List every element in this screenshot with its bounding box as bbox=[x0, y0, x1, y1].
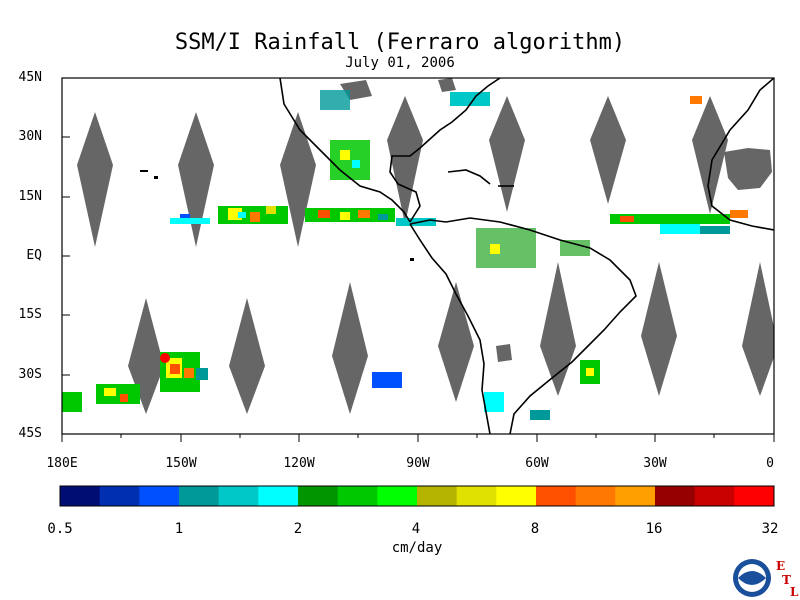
colorbar-swatch bbox=[575, 486, 616, 506]
land-rain-patches bbox=[340, 78, 772, 362]
colorbar-swatch bbox=[734, 486, 775, 506]
colorbar bbox=[59, 485, 775, 507]
colorbar-swatch bbox=[179, 486, 220, 506]
lon-label-150w: 150W bbox=[165, 456, 197, 471]
colorbar-label-32: 32 bbox=[761, 521, 779, 537]
lon-label-30w: 30W bbox=[643, 456, 667, 471]
colorbar-swatch bbox=[417, 486, 458, 506]
colorbar-swatch bbox=[377, 486, 418, 506]
etl-letter-t: T bbox=[782, 573, 791, 587]
map-title: SSM/I Rainfall (Ferraro algorithm) bbox=[174, 30, 626, 55]
coastlines bbox=[279, 78, 774, 434]
lon-label-90w: 90W bbox=[406, 456, 430, 471]
colorbar-label-8: 8 bbox=[530, 521, 540, 537]
colorbar-frame bbox=[59, 485, 775, 507]
colorbar-swatch bbox=[60, 486, 101, 506]
colorbar-swatch bbox=[298, 486, 339, 506]
lon-label-180e: 180E bbox=[46, 456, 78, 471]
colorbar-swatch bbox=[337, 486, 378, 506]
lon-label-0: 0 bbox=[766, 456, 774, 471]
etl-letter-e: E bbox=[776, 559, 785, 573]
lon-label-120w: 120W bbox=[283, 456, 315, 471]
map-ticks bbox=[61, 77, 775, 442]
colorbar-swatch bbox=[615, 486, 656, 506]
colorbar-label-16: 16 bbox=[645, 521, 663, 537]
colorbar-label-0-5: 0.5 bbox=[47, 521, 73, 537]
colorbar-swatch bbox=[99, 486, 140, 506]
colorbar-swatch bbox=[139, 486, 180, 506]
lat-label-15n: 15N bbox=[18, 189, 42, 204]
colorbar-swatch bbox=[258, 486, 299, 506]
noaa-logo: NOAA bbox=[733, 559, 771, 597]
noaa-logo-text: NOAA bbox=[743, 566, 761, 573]
islands bbox=[140, 170, 414, 261]
lat-label-30s: 30S bbox=[18, 367, 42, 382]
colorbar-swatch bbox=[496, 486, 537, 506]
lat-label-eq: EQ bbox=[26, 248, 42, 263]
colorbar-swatch bbox=[456, 486, 497, 506]
colorbar-label-2: 2 bbox=[293, 521, 303, 537]
etl-letter-l: L bbox=[790, 585, 799, 598]
swath-gaps bbox=[77, 96, 774, 414]
colorbar-swatch bbox=[655, 486, 696, 506]
rain-areas bbox=[62, 90, 748, 420]
etl-logo: E T L bbox=[776, 559, 799, 598]
lat-label-45n: 45N bbox=[18, 70, 42, 85]
colorbar-label-4: 4 bbox=[411, 521, 421, 537]
lat-label-30n: 30N bbox=[18, 129, 42, 144]
lon-label-60w: 60W bbox=[525, 456, 549, 471]
colorbar-label-1: 1 bbox=[174, 521, 184, 537]
colorbar-swatch bbox=[536, 486, 577, 506]
lat-label-45s: 45S bbox=[18, 426, 42, 441]
colorbar-unit: cm/day bbox=[391, 540, 443, 556]
colorbar-swatch bbox=[694, 486, 735, 506]
colorbar-swatch bbox=[218, 486, 259, 506]
lat-label-15s: 15S bbox=[18, 307, 42, 322]
map-date: July 01, 2006 bbox=[345, 55, 455, 71]
